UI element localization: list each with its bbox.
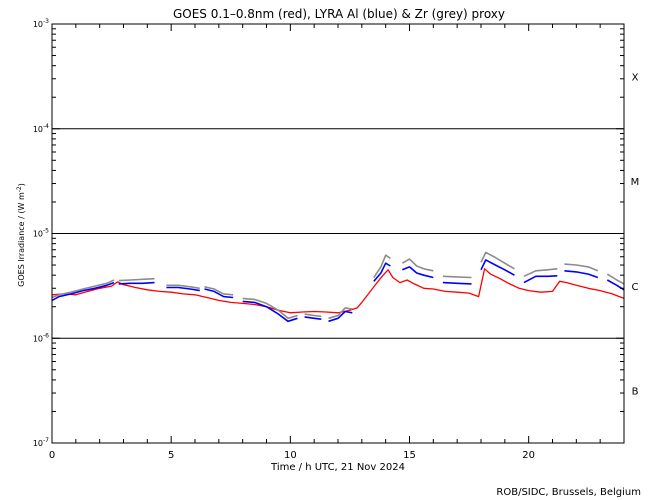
y-tick-base: 10: [33, 230, 43, 239]
series-1-segment-5: [304, 316, 322, 320]
x-axis: 0 5 10 15 20: [49, 24, 625, 461]
y-tick-base: 10: [33, 439, 43, 448]
y-tick-exponent: -3: [43, 18, 49, 25]
y-tick-label: 10-6: [33, 332, 49, 343]
flare-class-label-b: B: [632, 387, 639, 398]
series-0-segment-0: [51, 268, 625, 314]
y-tick-exponent: -5: [43, 228, 49, 235]
y-tick-base: 10: [33, 125, 43, 134]
x-tick-label: 10: [284, 450, 297, 461]
series-layer: [51, 251, 625, 323]
series-2-segment-7: [373, 254, 391, 278]
series-1-segment-1: [118, 281, 155, 285]
y-tick-exponent: -4: [43, 123, 49, 130]
series-2-segment-13: [606, 273, 625, 285]
series-1-segment-0: [51, 281, 115, 302]
flare-class-labels: X M C B: [631, 72, 640, 397]
series-1-segment-6: [328, 310, 353, 323]
x-tick-label: 20: [522, 450, 535, 461]
credit-text: ROB/SIDC, Brussels, Belgium: [496, 487, 641, 498]
chart-title: GOES 0.1–0.8nm (red), LYRA Al (blue) & Z…: [173, 7, 505, 21]
flare-class-label-m: M: [631, 177, 640, 188]
series-1-segment-9: [442, 281, 472, 285]
series-1-segment-12: [564, 270, 599, 279]
x-tick-label: 15: [403, 450, 416, 461]
series-1-segment-11: [523, 275, 558, 284]
series-1-segment-3: [204, 288, 234, 299]
y-tick-label: 10-5: [33, 228, 49, 239]
svg-text:GOES Irradiance / (W m-2): GOES Irradiance / (W m-2): [16, 183, 26, 287]
y-axis-label-end: ): [17, 183, 26, 186]
series-2-segment-1: [118, 277, 155, 282]
series-1-segment-7: [373, 262, 391, 282]
series-2-segment-8: [401, 258, 434, 272]
series-2-segment-6: [328, 307, 353, 320]
series-2-segment-5: [304, 313, 322, 318]
series-2-segment-12: [564, 263, 599, 272]
flare-class-label-c: C: [632, 282, 639, 293]
series-2-segment-0: [51, 279, 115, 299]
y-axis-label: GOES Irradiance / (W m-2): [16, 183, 26, 287]
flare-class-label-x: X: [632, 72, 639, 83]
series-2-segment-2: [166, 284, 200, 290]
series-2-segment-3: [204, 286, 234, 296]
y-tick-label: 10-4: [33, 123, 49, 134]
y-axis-label-exp: -2: [16, 186, 23, 192]
y-tick-exponent: -6: [43, 332, 49, 339]
series-1-segment-4: [242, 300, 298, 323]
x-tick-label: 5: [168, 450, 174, 461]
y-tick-exponent: -7: [43, 437, 49, 444]
series-1-segment-2: [166, 286, 200, 292]
series-2-segment-10: [480, 251, 515, 270]
y-tick-label: 10-3: [33, 18, 49, 29]
y-axis-label-text: GOES Irradiance / (W m: [17, 192, 26, 287]
series-1-segment-8: [402, 266, 434, 279]
y-tick-base: 10: [33, 334, 43, 343]
series-1-segment-10: [480, 259, 515, 276]
y-tick-base: 10: [33, 20, 43, 29]
series-2-segment-9: [442, 275, 472, 279]
y-tick-label: 10-7: [33, 437, 49, 448]
series-2-segment-11: [523, 268, 558, 278]
flare-class-lines: [52, 128, 624, 339]
y-axis: 10-310-410-510-610-7: [33, 18, 624, 448]
x-axis-label: Time / h UTC, 21 Nov 2024: [270, 462, 405, 473]
series-2-segment-4: [242, 297, 298, 320]
x-tick-label: 0: [49, 450, 55, 461]
